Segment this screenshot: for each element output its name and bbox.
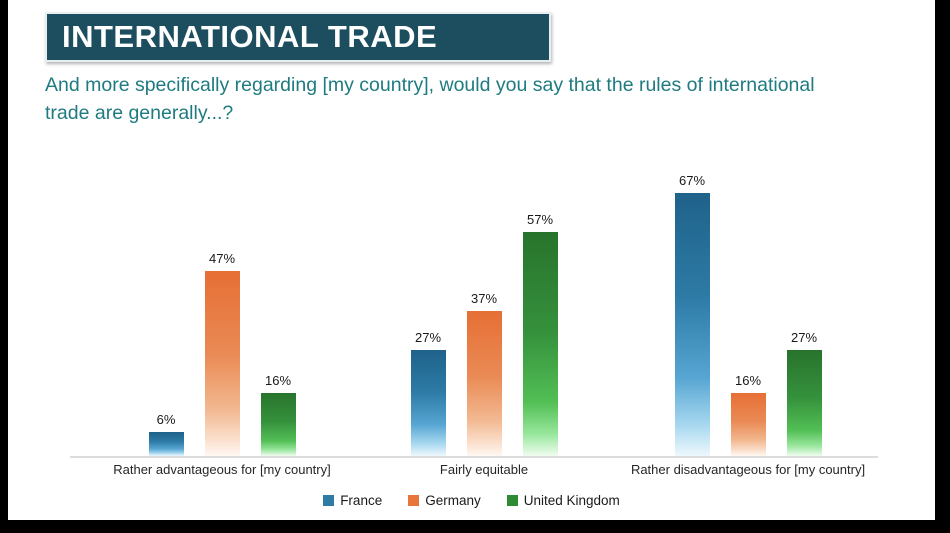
bar-germany: 37% bbox=[466, 291, 502, 456]
bar-value-label: 67% bbox=[678, 173, 706, 188]
title-banner: INTERNATIONAL TRADE bbox=[45, 12, 551, 62]
bar-rect bbox=[148, 432, 184, 456]
legend-item-germany: Germany bbox=[408, 493, 481, 508]
bar-group-2: 27% 37% 57% bbox=[410, 212, 558, 456]
category-label-1: Rather advantageous for [my country] bbox=[113, 462, 331, 477]
bar-rect bbox=[410, 350, 446, 456]
bar-rect bbox=[260, 393, 296, 456]
bar-united-kingdom: 16% bbox=[260, 373, 296, 456]
bar-value-label: 47% bbox=[208, 251, 236, 266]
letterbox-bottom bbox=[0, 520, 950, 533]
legend-swatch-icon bbox=[323, 495, 335, 506]
bar-rect bbox=[204, 271, 240, 456]
bar-rect bbox=[730, 393, 766, 456]
bar-united-kingdom: 57% bbox=[522, 212, 558, 456]
bar-chart: 6% 47% 16% 27% 37% 57% 67% 16% 27% bbox=[70, 150, 878, 458]
bar-germany: 16% bbox=[730, 373, 766, 456]
bar-united-kingdom: 27% bbox=[786, 330, 822, 456]
letterbox-left bbox=[0, 0, 8, 533]
bar-germany: 47% bbox=[204, 251, 240, 456]
bar-value-label: 6% bbox=[156, 412, 176, 427]
legend-item-united-kingdom: United Kingdom bbox=[506, 493, 620, 508]
letterbox-right bbox=[935, 0, 950, 533]
legend-label: France bbox=[340, 493, 383, 508]
legend-swatch-icon bbox=[506, 495, 518, 506]
bar-value-label: 16% bbox=[734, 373, 762, 388]
bar-value-label: 27% bbox=[790, 330, 818, 345]
bar-rect bbox=[466, 311, 502, 456]
bar-group-3: 67% 16% 27% bbox=[674, 173, 822, 456]
bar-value-label: 27% bbox=[414, 330, 442, 345]
legend-label: Germany bbox=[425, 493, 481, 508]
question-text: And more specifically regarding [my coun… bbox=[45, 74, 815, 124]
page-title: INTERNATIONAL TRADE bbox=[62, 19, 438, 54]
bar-france: 27% bbox=[410, 330, 446, 456]
bar-value-label: 57% bbox=[526, 212, 554, 227]
legend-swatch-icon bbox=[408, 495, 420, 506]
bar-value-label: 16% bbox=[264, 373, 292, 388]
bar-rect bbox=[786, 350, 822, 456]
legend-item-france: France bbox=[323, 493, 382, 508]
bar-value-label: 37% bbox=[470, 291, 498, 306]
bar-rect bbox=[522, 232, 558, 456]
bar-rect bbox=[674, 193, 710, 456]
axis-baseline bbox=[70, 456, 878, 458]
category-label-3: Rather disadvantageous for [my country] bbox=[630, 462, 866, 477]
slide: INTERNATIONAL TRADE And more specificall… bbox=[8, 0, 935, 520]
category-label-2: Fairly equitable bbox=[439, 462, 529, 477]
chart-legend: France Germany United Kingdom bbox=[8, 493, 935, 508]
bar-france: 67% bbox=[674, 173, 710, 456]
bar-france: 6% bbox=[148, 412, 184, 456]
bar-group-1: 6% 47% 16% bbox=[148, 251, 296, 456]
legend-label: United Kingdom bbox=[523, 493, 620, 508]
